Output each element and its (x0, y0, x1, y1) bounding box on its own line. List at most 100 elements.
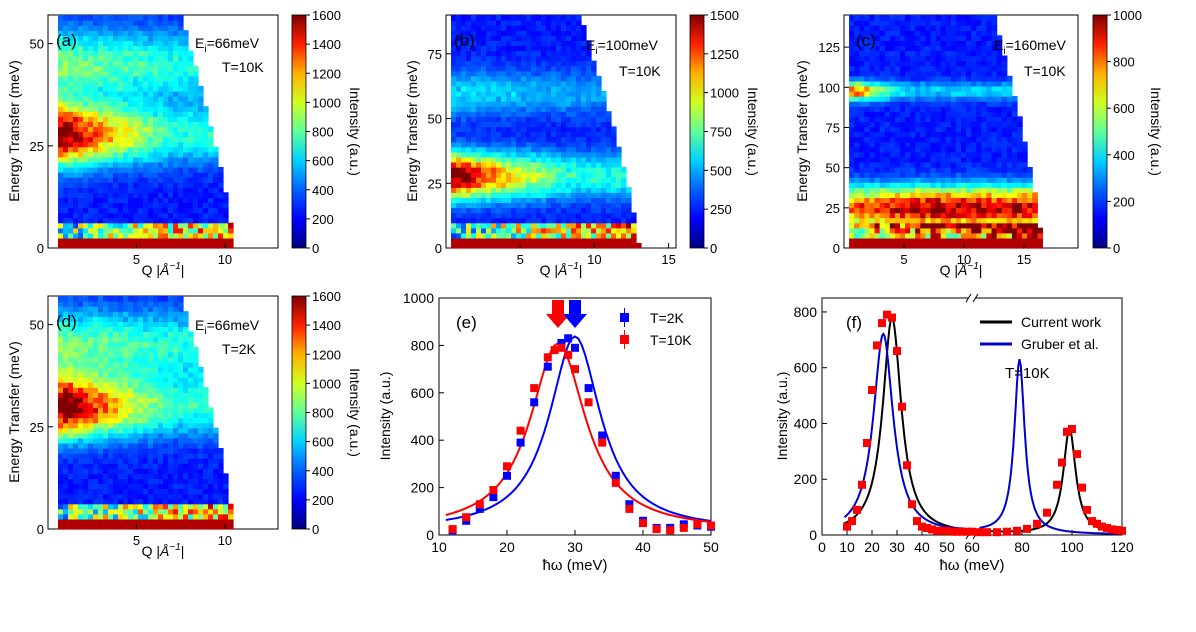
heatmap-cell (133, 96, 139, 102)
heatmap-cell (910, 242, 916, 249)
heatmap-cell (173, 40, 179, 46)
heatmap-cell (986, 85, 993, 92)
heatmap-cell (621, 232, 627, 239)
heatmap-cell (93, 523, 99, 530)
heatmap-cell (531, 96, 537, 102)
heatmap-cell (879, 20, 886, 26)
heatmap-cell (123, 508, 129, 515)
heatmap-cell (476, 141, 482, 148)
heatmap-cell (874, 222, 881, 229)
heatmap-cell (900, 25, 906, 31)
heatmap-cell (884, 237, 891, 244)
heatmap-cell (536, 151, 542, 158)
heatmap-cell (481, 20, 487, 26)
heatmap-cell (859, 151, 865, 158)
heatmap-cell (874, 116, 881, 122)
heatmap-cell (63, 227, 69, 234)
heatmap-cell (606, 242, 612, 249)
heatmap-cell (128, 167, 134, 173)
heatmap-cell (456, 242, 462, 249)
heatmap-cell (466, 141, 472, 148)
heatmap-cell (98, 237, 104, 244)
heatmap-cell (561, 116, 567, 122)
heatmap-cell (884, 172, 891, 178)
heatmap-cell (581, 167, 587, 173)
heatmap-cell (935, 146, 942, 153)
heatmap-cell (976, 222, 982, 229)
heatmap-cell (541, 30, 547, 36)
heatmap-cell (526, 45, 532, 52)
heatmap-cell (133, 513, 139, 520)
heatmap-cell (546, 217, 552, 224)
heatmap-cell (869, 65, 876, 72)
heatmap-cell (920, 55, 926, 62)
heatmap-cell (98, 478, 104, 484)
heatmap-cell (849, 75, 855, 82)
heatmap-cell (879, 222, 886, 229)
heatmap-cell (118, 167, 124, 173)
heatmap-cell (859, 217, 865, 224)
heatmap-cell (83, 80, 89, 87)
heatmap-cell (148, 212, 154, 219)
heatmap-cell (158, 237, 164, 244)
heatmap-cell (526, 106, 532, 112)
heatmap-cell (158, 50, 164, 57)
heatmap-cell (561, 232, 567, 239)
heatmap-cell (976, 151, 982, 158)
heatmap-cell (1011, 116, 1018, 122)
heatmap-cell (193, 192, 199, 198)
heatmap-cell (491, 30, 497, 36)
heatmap-cell (889, 96, 896, 102)
heatmap-cell (981, 96, 987, 102)
heatmap-cell (1022, 187, 1028, 193)
heatmap-cell (961, 202, 967, 209)
heatmap-cell (203, 182, 209, 188)
heatmap-cell (879, 207, 886, 214)
heatmap-cell (178, 468, 184, 474)
heatmap-cell (133, 30, 139, 36)
heatmap-cell (849, 161, 855, 168)
heatmap-cell (884, 131, 891, 138)
heatmap-cell (83, 488, 89, 495)
heatmap-cell (471, 25, 477, 31)
heatmap-cell (996, 136, 1003, 143)
heatmap-cell (996, 192, 1003, 198)
heatmap-cell (884, 111, 891, 117)
heatmap-cell (163, 151, 169, 158)
heatmap-cell (905, 55, 911, 62)
heatmap-cell (143, 55, 149, 62)
heatmap-cell (198, 91, 204, 97)
heatmap-cell (950, 50, 957, 57)
heatmap-cell (541, 70, 547, 77)
heatmap-cell (143, 121, 149, 128)
heatmap-cell (456, 141, 462, 148)
heatmap-cell (491, 116, 497, 122)
heatmap-cell (546, 70, 552, 77)
heatmap-cell (481, 131, 487, 138)
heatmap-cell (925, 161, 932, 168)
heatmap-cell (123, 70, 129, 77)
heatmap-cell (516, 96, 522, 102)
heatmap-cell (208, 508, 214, 515)
heatmap-cell (476, 25, 482, 31)
heatmap-cell (596, 161, 602, 168)
heatmap-cell (98, 523, 104, 530)
heatmap-cell (945, 75, 952, 82)
heatmap-cell (78, 523, 84, 530)
heatmap-cell (153, 478, 159, 484)
heatmap-cell (1006, 237, 1013, 244)
heatmap-cell (915, 101, 921, 107)
heatmap-cell (143, 80, 149, 87)
heatmap-cell (546, 126, 552, 133)
heatmap-cell (961, 222, 967, 229)
heatmap-cell (626, 242, 632, 249)
heatmap-cell (864, 172, 870, 178)
heatmap-cell (945, 222, 952, 229)
heatmap-cell (511, 96, 517, 102)
heatmap-cell (173, 75, 179, 82)
heatmap-cell (935, 217, 942, 224)
heatmap-cell (63, 242, 69, 249)
y-tick-label: 25 (826, 201, 840, 216)
heatmap-cell (601, 161, 607, 168)
heatmap-cell (163, 101, 169, 107)
